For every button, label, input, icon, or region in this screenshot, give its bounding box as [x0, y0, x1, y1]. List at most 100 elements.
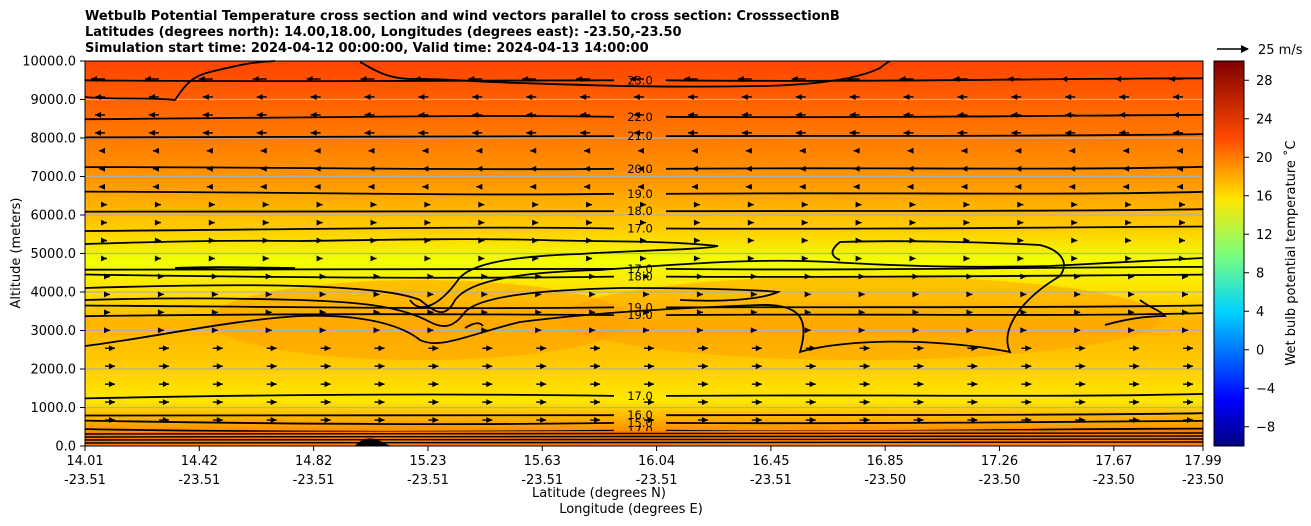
contour-label: 17.0 [627, 389, 653, 403]
wind-vector-head [917, 363, 924, 370]
colorbar-tick-label: 24 [1256, 112, 1273, 127]
wind-vector-head [863, 417, 870, 424]
wind-vector-head [747, 255, 754, 262]
wind-vector-head [427, 291, 434, 298]
wind-vector-head [270, 363, 277, 370]
wind-vector-head [422, 147, 429, 154]
wind-vector-head [858, 327, 865, 334]
x-tick-lon: -23.50 [1182, 473, 1224, 488]
x-tick-lon: -23.51 [407, 473, 449, 488]
wind-vector-head [1065, 93, 1072, 100]
wind-vector-head [917, 381, 924, 388]
colorbar-tick-label: 16 [1256, 189, 1273, 204]
wind-vector-head [750, 291, 757, 298]
wind-vector-head [589, 327, 596, 334]
wind-vector-head [319, 327, 326, 334]
wind-vector-head [1017, 219, 1024, 226]
wind-vector-head [1071, 255, 1078, 262]
wind-vector-head [863, 363, 870, 370]
wind-vector-head [378, 363, 385, 370]
wind-vector-head [1025, 363, 1032, 370]
wind-vector-head [747, 237, 754, 244]
wind-vector-head [476, 147, 483, 154]
chart-title: Wetbulb Potential Temperature cross sect… [85, 9, 840, 24]
x-tick-lon: -23.51 [64, 473, 106, 488]
wind-vector-head [109, 345, 115, 352]
wind-vector-head [1069, 147, 1076, 154]
contour-line [84, 273, 1204, 279]
wind-vector-head [109, 363, 115, 370]
wind-vector-head [580, 93, 587, 100]
wind-vector-head [971, 417, 978, 424]
wind-vector-head [478, 201, 485, 208]
x-tick-lat: 15.23 [409, 454, 446, 469]
contour-label: 23.0 [627, 73, 653, 87]
wind-vector-head [1074, 291, 1081, 298]
surface-dark-band [85, 430, 1203, 446]
wind-vector-head [687, 93, 694, 100]
wind-vector-head [216, 399, 223, 406]
wind-vector-head [432, 381, 439, 388]
wind-vector-head [580, 129, 587, 136]
wind-vector-head [162, 399, 169, 406]
wind-vector-head [476, 183, 483, 190]
wind-vector-head [801, 201, 808, 208]
colorbar-label: Wet bulb potential temperature ˚C [1283, 140, 1299, 365]
wind-vector-head [849, 93, 856, 100]
y-tick-label: 7000.0 [31, 170, 77, 185]
contour-label: 21.0 [627, 129, 653, 143]
wind-vector-head [256, 93, 263, 100]
wind-vector-head [314, 183, 321, 190]
wind-vector-head [157, 327, 164, 334]
wind-vector-head [208, 255, 215, 262]
wind-vector-head [1179, 237, 1185, 244]
wind-vector-head [971, 363, 978, 370]
wind-vector-head [640, 219, 646, 226]
y-tick-label: 10000.0 [22, 55, 76, 70]
chart-subtitle-latlon: Latitudes (degrees north): 14.00,18.00, … [85, 25, 682, 40]
wind-vector-head [486, 399, 493, 406]
wind-vector-head [589, 291, 596, 298]
wind-vector-head [755, 399, 762, 406]
wind-vector-head [481, 291, 488, 298]
y-tick-label: 2000.0 [31, 363, 77, 378]
wind-vector-head [863, 381, 870, 388]
wind-vector-head [795, 129, 802, 136]
wind-vector-head [1177, 183, 1183, 190]
wind-vector-head [1123, 183, 1130, 190]
colorbar-tick-label: 12 [1256, 228, 1273, 243]
contour-line [84, 393, 1204, 400]
wind-vector-head [373, 327, 380, 334]
contour-17-dip [84, 257, 1204, 313]
wind-vector-head [99, 147, 105, 154]
contour-line [84, 77, 1204, 83]
warm-core-right [560, 276, 1160, 360]
x-tick-lat: 14.82 [295, 454, 332, 469]
wind-vector-head [1079, 381, 1086, 388]
contour-line [84, 419, 1204, 426]
wind-vector-head [594, 417, 601, 424]
wind-vector-head [903, 129, 910, 136]
wind-vector-head [1069, 183, 1076, 190]
x-tick-lon: -23.51 [750, 473, 792, 488]
wind-vector-head [319, 291, 326, 298]
wind-vector-head [152, 147, 159, 154]
wind-vector-head [104, 291, 110, 298]
wind-vector-head [691, 183, 698, 190]
wind-vector-head [1128, 327, 1135, 334]
wind-vector-head [804, 327, 811, 334]
wind-vector-head [1025, 345, 1032, 352]
y-tick-label: 6000.0 [31, 209, 77, 224]
wind-vector-head [99, 183, 105, 190]
wind-vector-head [963, 255, 970, 262]
wind-vector-head [693, 219, 700, 226]
wind-vector-head [1125, 201, 1132, 208]
wind-vector-head [1025, 381, 1032, 388]
y-tick-label: 5000.0 [31, 247, 77, 262]
wind-vector-head [206, 183, 213, 190]
wind-vector-head [418, 93, 425, 100]
wind-vector-head [316, 255, 323, 262]
wind-vector-head [755, 363, 762, 370]
wind-vector-head [154, 255, 161, 262]
colorbar [1213, 60, 1245, 447]
